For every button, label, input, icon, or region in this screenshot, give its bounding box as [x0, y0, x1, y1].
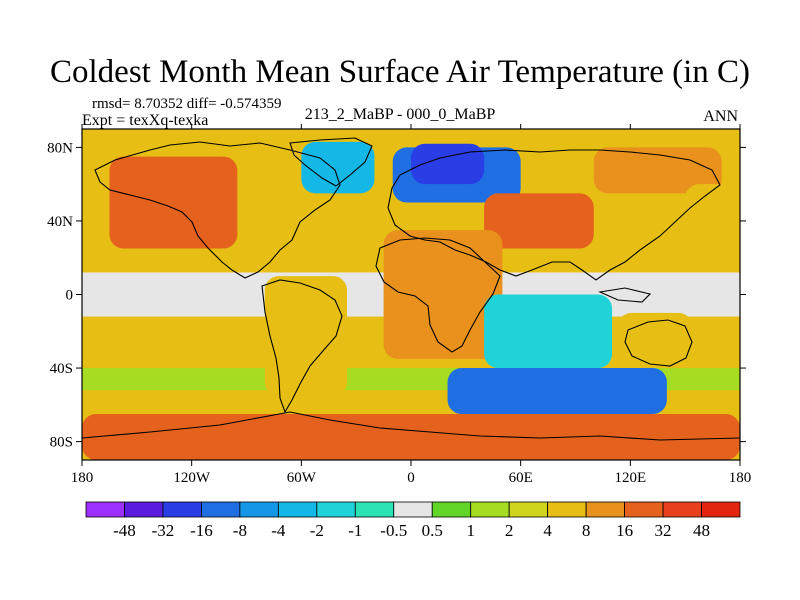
y-tick-label: 0 [66, 288, 74, 304]
colorbar-label: 1 [466, 521, 475, 540]
y-tick-label: 80N [47, 140, 73, 156]
colorbar-label: 2 [505, 521, 514, 540]
x-tick-label: 0 [407, 470, 415, 486]
colorbar-swatch [162, 501, 202, 518]
colorbar-label: -4 [271, 521, 286, 540]
colorbar-swatch [585, 501, 625, 518]
x-tick-label: 60W [287, 470, 317, 486]
colorbar-swatch [701, 501, 741, 518]
colorbar-label: 8 [582, 521, 591, 540]
coastline-greenland [289, 137, 373, 187]
colorbar-swatch [354, 501, 395, 518]
colorbar-label: 4 [543, 521, 552, 540]
colorbar-label: -16 [190, 521, 213, 540]
colorbar: -48 -32 -16 -8 -4 -2 -1 -0.5 0.5 1 2 4 8 16 32 48 [85, 501, 741, 540]
coastline-layer [82, 137, 740, 441]
x-tick-label: 120W [173, 470, 211, 486]
colorbar-swatch [508, 501, 549, 518]
y-tick-label: 40S [50, 361, 73, 377]
colorbar-swatch [547, 501, 587, 518]
colorbar-swatch [316, 501, 356, 518]
colorbar-swatch [624, 501, 664, 518]
colorbar-swatch [277, 501, 318, 518]
region-siberia [593, 147, 722, 194]
y-tick-label: 80S [50, 435, 73, 451]
colorbar-swatch [239, 501, 279, 518]
colorbar-swatch [470, 501, 510, 518]
coastline-north-america [94, 141, 341, 279]
x-tick-label: 60E [509, 470, 533, 486]
stats-label: rmsd= 8.70352 diff= -0.574359 [92, 96, 282, 112]
coastline-indonesia [598, 287, 652, 303]
colorbar-label: -2 [310, 521, 324, 540]
colorbar-label: -32 [152, 521, 175, 540]
colorbar-label: -1 [348, 521, 362, 540]
region-antarctica [82, 414, 740, 460]
region-north-america [109, 156, 238, 249]
colorbar-label: -0.5 [380, 521, 407, 540]
axis-tick-layer: 180 120W 60W 0 60E 120E 180 80N 40N 0 40S 80S [47, 124, 751, 486]
coastline-eurasia [387, 149, 721, 281]
coastline-africa [375, 237, 501, 353]
region-north-pacific [685, 184, 740, 240]
colorbar-swatch [431, 501, 472, 518]
region-greenland-north-atlantic [301, 141, 375, 194]
colorbar-swatch [662, 501, 702, 518]
x-tick-label: 180 [71, 470, 94, 486]
region-central-asia [484, 193, 594, 249]
region-northern-europe [411, 143, 485, 185]
chart-subtitle: 213_2_MaBP - 000_0_MaBP [304, 106, 496, 123]
colorbar-label: 48 [693, 521, 710, 540]
coastline-south-america [261, 279, 343, 414]
colorbar-swatch [393, 501, 433, 518]
colorbar-label: 0.5 [422, 521, 443, 540]
x-tick-label: 180 [729, 470, 752, 486]
region-africa [383, 230, 503, 359]
region-indian-ocean [484, 294, 613, 369]
colorbar-swatch [201, 501, 241, 518]
region-south-indian-ocean [447, 368, 667, 415]
chart-title: Coldest Month Mean Surface Air Temperatu… [50, 54, 750, 90]
season-label: ANN [703, 108, 738, 125]
experiment-label: Expt = texXq-texka [82, 112, 209, 129]
colorbar-label: 16 [616, 521, 633, 540]
colorbar-swatch [85, 501, 125, 518]
coastline-australia [624, 319, 693, 367]
x-tick-label: 120E [614, 470, 646, 486]
region-south-america [264, 276, 348, 396]
y-tick-label: 40N [47, 214, 73, 230]
colorbar-label: 32 [655, 521, 672, 540]
colorbar-label: -48 [113, 521, 136, 540]
colorbar-swatch [124, 501, 164, 518]
colorbar-label: -8 [233, 521, 247, 540]
coastline-antarctica [82, 411, 740, 441]
